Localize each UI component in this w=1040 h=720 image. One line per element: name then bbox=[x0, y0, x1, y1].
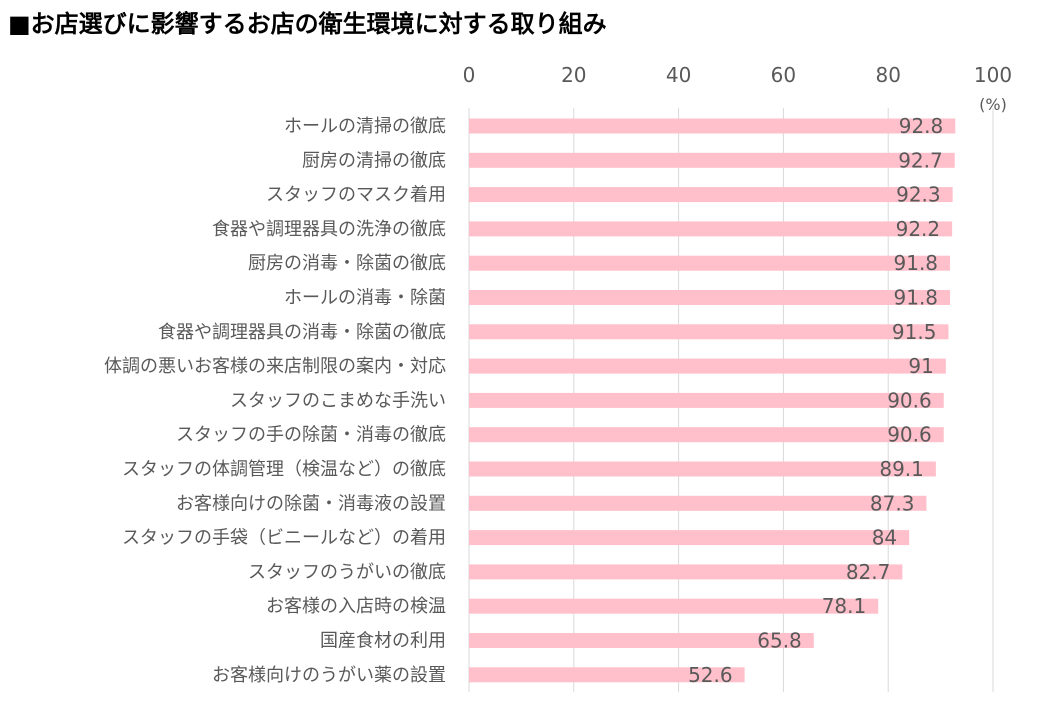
category-label-3: スタッフのマスク着用 bbox=[266, 185, 446, 206]
category-label-8: 体調の悪いお客様の来店制限の案内・対応 bbox=[104, 356, 446, 377]
data-label-14: 82.7 bbox=[846, 560, 891, 584]
category-label-13: スタッフの手袋（ビニールなど）の着用 bbox=[122, 528, 446, 549]
bar-13 bbox=[469, 530, 910, 546]
category-label-17: お客様向けのうがい薬の設置 bbox=[212, 665, 446, 686]
bar-4 bbox=[469, 221, 953, 237]
bar-6 bbox=[469, 290, 951, 305]
bar-1 bbox=[469, 118, 956, 134]
bar-8 bbox=[469, 358, 946, 374]
data-label-8: 91 bbox=[908, 354, 933, 378]
bar-14 bbox=[469, 564, 903, 580]
tick-label-20: 20 bbox=[561, 63, 586, 87]
category-label-10: スタッフの手の除菌・消毒の徹底 bbox=[176, 425, 446, 446]
data-label-17: 52.6 bbox=[688, 663, 733, 687]
bar-11 bbox=[469, 461, 936, 477]
tick-label-40: 40 bbox=[666, 63, 691, 87]
data-label-9: 90.6 bbox=[887, 388, 932, 412]
category-label-7: 食器や調理器具の消毒・除菌の徹底 bbox=[158, 322, 446, 343]
data-label-15: 78.1 bbox=[822, 594, 867, 618]
category-label-15: お客様の入店時の検温 bbox=[266, 596, 446, 617]
bar-5 bbox=[469, 255, 951, 271]
labels: 0 20 40 60 80 100 (%) ホールの清掃の徹底 92.8 厨房の清掃の徹底 92.7… bbox=[104, 63, 1012, 687]
data-label-12: 87.3 bbox=[870, 491, 915, 515]
data-label-11: 89.1 bbox=[879, 457, 924, 481]
bar-9 bbox=[469, 392, 944, 408]
data-label-16: 65.8 bbox=[757, 629, 802, 653]
category-label-11: スタッフの体調管理（検温など）の徹底 bbox=[122, 459, 446, 480]
tick-label-60: 60 bbox=[771, 63, 796, 87]
category-label-16: 国産食材の利用 bbox=[320, 631, 446, 652]
bar-10 bbox=[469, 427, 944, 443]
bar-15 bbox=[469, 598, 879, 614]
data-label-4: 92.2 bbox=[896, 217, 941, 241]
category-label-12: お客様向けの除菌・消毒液の設置 bbox=[176, 493, 446, 514]
category-label-5: 厨房の消毒・除菌の徹底 bbox=[248, 253, 446, 274]
tick-label-100: 100 bbox=[974, 63, 1012, 87]
chart-title: ■お店選びに影響するお店の衛生環境に対する取り組み bbox=[8, 10, 607, 38]
data-label-10: 90.6 bbox=[887, 423, 932, 447]
category-label-9: スタッフのこまめな手洗い bbox=[230, 390, 446, 411]
bar-2 bbox=[469, 152, 955, 168]
category-label-2: 厨房の清掃の徹底 bbox=[302, 150, 446, 171]
data-label-5: 91.8 bbox=[894, 251, 939, 275]
data-label-1: 92.8 bbox=[899, 114, 944, 138]
category-label-1: ホールの清掃の徹底 bbox=[284, 116, 446, 137]
data-label-6: 91.8 bbox=[894, 286, 939, 310]
bar-17 bbox=[469, 667, 745, 683]
bar-7 bbox=[469, 324, 949, 340]
category-label-14: スタッフのうがいの徹底 bbox=[248, 562, 446, 583]
bar-3 bbox=[469, 187, 953, 203]
data-label-2: 92.7 bbox=[898, 148, 943, 172]
unit-label: (%) bbox=[979, 95, 1007, 114]
data-label-13: 84 bbox=[872, 526, 897, 550]
bar-12 bbox=[469, 495, 927, 511]
category-label-4: 食器や調理器具の洗浄の徹底 bbox=[212, 219, 446, 240]
bar-16 bbox=[469, 633, 814, 648]
data-label-3: 92.3 bbox=[896, 183, 941, 207]
tick-label-0: 0 bbox=[463, 63, 476, 87]
bars bbox=[469, 118, 956, 683]
data-label-7: 91.5 bbox=[892, 320, 937, 344]
category-label-6: ホールの消毒・除菌 bbox=[284, 288, 446, 309]
tick-label-80: 80 bbox=[875, 63, 900, 87]
